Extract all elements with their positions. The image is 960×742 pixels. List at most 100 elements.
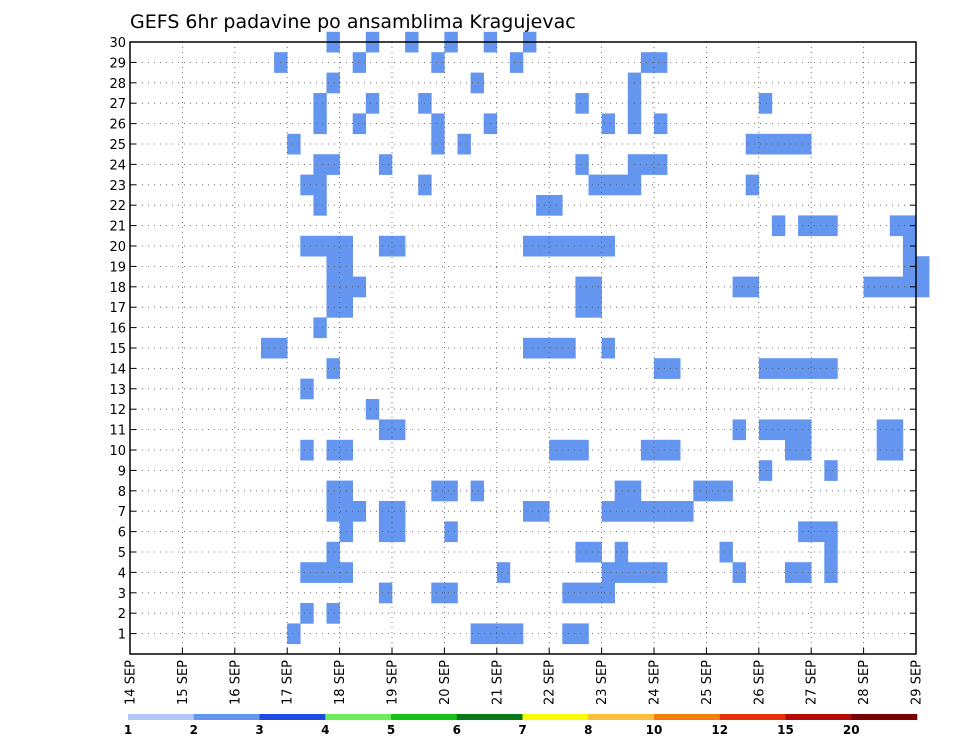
x-axis-ticks: 14 SEP 15 SEP 16 SEP 17 SEP 18 SEP 19 SEP 20 S… <box>124 648 925 705</box>
heatmap-cell <box>431 480 445 502</box>
heatmap-cell <box>509 623 524 645</box>
colorbar-swatch <box>785 714 852 720</box>
grid-lines <box>130 41 916 654</box>
colorbar-label: 12 <box>711 723 728 737</box>
colorbar-legend: 1 2 3 4 5 6 7 8 10 12 15 20 <box>124 714 918 737</box>
y-tick-label: 3 <box>118 587 126 602</box>
heatmap-cell <box>313 195 327 216</box>
heatmap-cell <box>601 562 615 583</box>
heatmap-cell <box>536 195 550 216</box>
x-tick-label: 16 SEP <box>228 660 243 705</box>
heatmap-cell <box>798 419 812 441</box>
heatmap-cell <box>601 582 615 604</box>
heatmap-cell <box>614 501 629 522</box>
y-tick-label: 18 <box>109 281 126 296</box>
heatmap-cell <box>614 174 629 196</box>
heatmap-cell <box>326 562 340 583</box>
heatmap-cell <box>313 113 327 135</box>
heatmap-cell <box>654 358 668 379</box>
heatmap-cell <box>614 541 629 563</box>
y-tick-label: 10 <box>109 444 126 459</box>
heatmap-cell <box>444 480 458 502</box>
colorbar-label: 7 <box>518 723 526 737</box>
heatmap-cell <box>575 276 589 298</box>
heatmap-cell <box>706 480 720 502</box>
heatmap-cell <box>575 297 589 318</box>
heatmap-cell <box>640 154 655 175</box>
heatmap-cell <box>470 480 484 502</box>
heatmap-cell <box>470 623 484 645</box>
heatmap-cell <box>300 603 314 624</box>
colorbar-label: 15 <box>777 723 794 737</box>
heatmap-cell <box>745 276 760 298</box>
heatmap-cell <box>654 562 668 583</box>
heatmap-cell <box>785 358 799 379</box>
colorbar-label: 10 <box>646 723 663 737</box>
heatmap-cell <box>378 521 393 543</box>
x-tick-label: 26 SEP <box>752 660 767 705</box>
heatmap-cells <box>261 31 930 645</box>
y-tick-label: 29 <box>109 56 126 71</box>
x-tick-label: 22 SEP <box>543 660 558 705</box>
colorbar-label: 3 <box>255 723 263 737</box>
heatmap-cell <box>392 419 406 441</box>
heatmap-cell <box>889 276 904 298</box>
heatmap-cell <box>352 113 367 135</box>
chart-title: GEFS 6hr padavine po ansamblima Kragujev… <box>130 11 576 33</box>
heatmap-cell <box>785 419 799 441</box>
heatmap-cell <box>785 562 799 583</box>
heatmap-cell <box>326 72 340 94</box>
heatmap-cell <box>549 439 563 461</box>
heatmap-cell <box>313 174 327 196</box>
heatmap-cell <box>745 133 760 155</box>
heatmap-cell <box>326 603 340 624</box>
y-tick-label: 19 <box>109 260 126 275</box>
colorbar-label: 4 <box>321 723 329 737</box>
colorbar-swatch <box>128 714 195 720</box>
heatmap-cell <box>575 439 589 461</box>
x-tick-label: 29 SEP <box>910 660 925 705</box>
y-tick-label: 17 <box>109 301 126 316</box>
heatmap-cell <box>785 439 799 461</box>
heatmap-cell <box>902 215 917 237</box>
heatmap-cell <box>536 501 550 522</box>
heatmap-cell <box>654 113 668 135</box>
heatmap-cell <box>654 439 668 461</box>
heatmap-cell <box>667 501 681 522</box>
heatmap-cell <box>798 439 812 461</box>
heatmap-cell <box>496 562 511 583</box>
heatmap-cell <box>798 562 812 583</box>
heatmap-cell <box>667 439 681 461</box>
heatmap-cell <box>745 174 760 196</box>
heatmap-cell <box>758 133 773 155</box>
heatmap-cell <box>575 623 589 645</box>
heatmap-cell <box>536 337 550 359</box>
heatmap-cell <box>640 501 655 522</box>
x-tick-label: 23 SEP <box>595 660 610 705</box>
y-tick-label: 5 <box>118 546 126 561</box>
heatmap-cell <box>575 154 589 175</box>
heatmap-cell <box>654 154 668 175</box>
heatmap-cell <box>719 541 733 563</box>
colorbar-label: 5 <box>387 723 395 737</box>
heatmap-cell <box>640 562 655 583</box>
heatmap-cell <box>824 541 838 563</box>
y-tick-label: 1 <box>118 628 126 643</box>
colorbar-swatch <box>588 714 655 720</box>
heatmap-cell <box>431 133 445 155</box>
heatmap-cell <box>575 235 589 257</box>
y-axis-ticks: 1234567891011121314151617181920212223242… <box>109 36 916 643</box>
heatmap-cell <box>824 215 838 237</box>
heatmap-cell <box>523 337 537 359</box>
heatmap-cell <box>588 297 602 318</box>
heatmap-cell <box>287 133 301 155</box>
heatmap-cell <box>326 501 340 522</box>
y-tick-label: 30 <box>109 36 126 51</box>
heatmap-cell <box>378 582 393 604</box>
x-tick-label: 14 SEP <box>124 660 139 705</box>
heatmap-cell <box>378 501 393 522</box>
heatmap-cell <box>798 215 812 237</box>
heatmap-cell <box>313 93 327 114</box>
heatmap-cell <box>811 215 825 237</box>
heatmap-cell <box>680 501 694 522</box>
